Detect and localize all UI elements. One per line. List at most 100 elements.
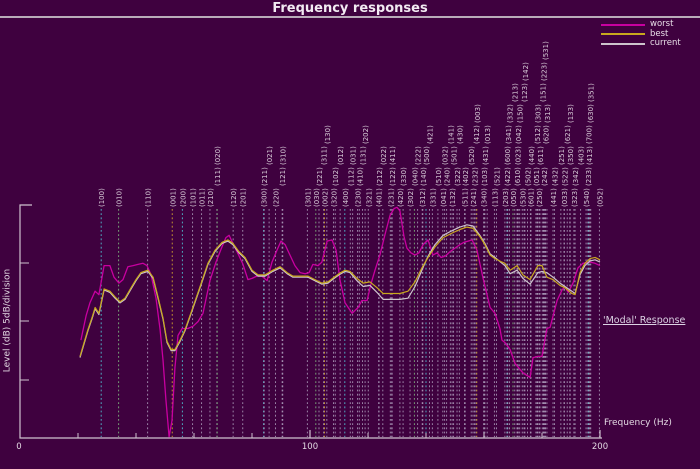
mode-label: (621): [564, 125, 572, 144]
mode-label: (301): [304, 188, 312, 207]
mode-label: (340): [481, 188, 489, 207]
title-separator-line: [0, 16, 700, 18]
mode-label: (202): [362, 125, 370, 144]
mode-label: (020): [214, 146, 222, 165]
mode-label: (022): [380, 146, 388, 165]
mode-label: (230): [355, 188, 363, 207]
mode-label: (322): [454, 167, 462, 186]
mode-label: (031): [350, 146, 358, 165]
mode-label: (023): [514, 146, 522, 165]
mode-label: (233): [585, 167, 593, 186]
mode-label: (332): [507, 104, 515, 123]
mode-label: (113): [491, 188, 499, 207]
mode-label: (311): [321, 146, 329, 165]
mode-label: (251): [558, 146, 566, 165]
mode-label: (413): [586, 146, 594, 165]
mode-label: (151): [539, 83, 547, 102]
mode-label: (112): [347, 167, 355, 186]
mode-label: (220): [272, 188, 280, 207]
mode-label: (502): [525, 167, 533, 186]
mode-label: (630): [587, 104, 595, 123]
legend-item-current: current: [601, 38, 699, 49]
mode-label: (052): [596, 188, 604, 207]
mode-label: (121): [279, 167, 287, 186]
legend-item-worst: worst: [601, 19, 699, 30]
mode-label: (142): [522, 62, 530, 81]
mode-label: (342): [572, 167, 580, 186]
mode-label: (620): [542, 125, 550, 144]
mode-label: (212): [376, 167, 384, 186]
mode-label: (050): [510, 188, 518, 207]
series-worst-line: [80, 206, 601, 438]
mode-label: (310): [280, 146, 288, 165]
mode-label: (133): [567, 104, 575, 123]
mode-label: (013): [484, 125, 492, 144]
mode-label: (441): [550, 188, 558, 207]
legend-label: best: [650, 28, 669, 39]
worst-line-swatch: [601, 23, 645, 26]
legend-item-best: best: [601, 28, 699, 40]
mode-label: (331): [429, 188, 437, 207]
mode-label: (410): [356, 167, 364, 186]
modal-response-link[interactable]: 'Modal' Response: [603, 315, 686, 326]
mode-label: (221): [316, 167, 324, 186]
legend-label: worst: [650, 19, 674, 29]
mode-label: (401): [376, 188, 384, 207]
page-title: Frequency responses: [272, 1, 428, 16]
mode-label: (530): [519, 188, 527, 207]
mode-label: (422): [504, 167, 512, 186]
mode-label: (312): [419, 188, 427, 207]
mode-label: (402): [462, 167, 470, 186]
mode-label: (012): [337, 146, 345, 165]
mode-label: (100): [98, 188, 106, 207]
mode-label: (303): [535, 104, 543, 123]
mode-label: (033): [561, 188, 569, 207]
x-axis-label: Frequency (Hz): [604, 418, 672, 428]
mode-label: (313): [544, 104, 552, 123]
mode-label: (241): [470, 188, 478, 207]
x-tick-label-200: 200: [591, 442, 609, 452]
mode-label: (210): [207, 188, 215, 207]
mode-label: (140): [420, 167, 428, 186]
mode-label: (211): [261, 167, 269, 186]
mode-label: (500): [423, 146, 431, 165]
mode-label: (350): [567, 146, 575, 165]
mode-label: (600): [504, 146, 512, 165]
mode-label: (421): [426, 125, 434, 144]
y-axis-label: Level (dB) 5dB/division: [2, 268, 13, 373]
mode-label: (120): [230, 188, 238, 207]
mode-label: (501): [451, 146, 459, 165]
mode-label: (130): [324, 125, 332, 144]
mode-label: (341): [505, 125, 513, 144]
mode-label: (302): [407, 188, 415, 207]
mode-label: (002): [322, 188, 330, 207]
mode-label: (411): [389, 146, 397, 165]
series-current-line: [79, 224, 601, 358]
mode-label: (123): [521, 83, 529, 102]
mode-label: (412): [473, 125, 481, 144]
mode-label: (242): [541, 167, 549, 186]
mode-label: (030): [313, 188, 321, 207]
mode-label: (032): [442, 146, 450, 165]
mode-label: (420): [397, 188, 405, 207]
mode-label: (610): [514, 167, 522, 186]
mode-label: (021): [266, 146, 274, 165]
mode-label: (150): [517, 104, 525, 123]
mode-label: (321): [365, 188, 373, 207]
mode-label: (323): [571, 188, 579, 207]
legend: worst best current: [601, 19, 699, 49]
mode-label: (431): [482, 146, 490, 165]
mode-label: (201): [240, 188, 248, 207]
mode-label: (141): [447, 125, 455, 144]
x-tick-label-100: 100: [301, 442, 319, 452]
mode-label: (132): [449, 188, 457, 207]
mode-label: (520): [468, 146, 476, 165]
mode-label: (051): [533, 167, 541, 186]
mode-label: (432): [551, 167, 559, 186]
mode-label: (351): [588, 83, 596, 102]
mode-label: (041): [440, 188, 448, 207]
mode-label: (232): [471, 167, 479, 186]
mode-label: (700): [585, 125, 593, 144]
mode-label: (223): [540, 62, 548, 81]
